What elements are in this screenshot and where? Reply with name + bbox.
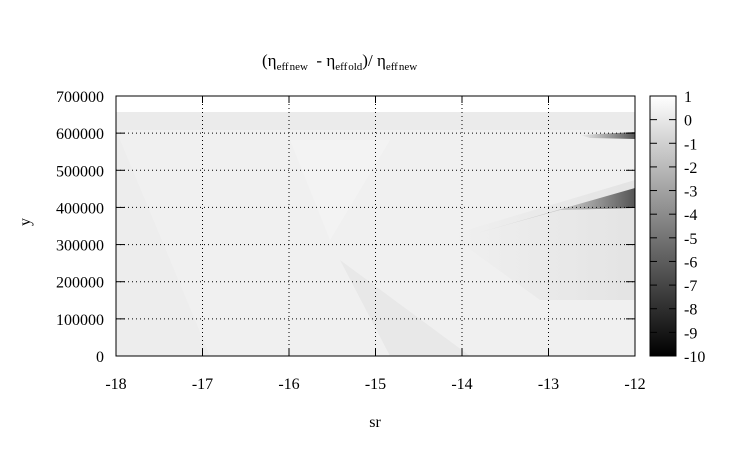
y-tick-label: 0 <box>96 349 104 366</box>
colorbar-tick-label: -4 <box>684 207 697 224</box>
colorbar-tick-label: -5 <box>684 231 697 248</box>
y-tick-label: 200000 <box>56 275 104 292</box>
y-tick-label: 700000 <box>56 89 104 106</box>
heatmap-shade-right <box>450 180 635 300</box>
x-tick-label: -18 <box>105 376 126 393</box>
x-tick-label: -12 <box>624 376 645 393</box>
colorbar-tick-label: -6 <box>684 254 697 271</box>
y-tick-label: 300000 <box>56 238 104 255</box>
chart-title: (ηeffnew - ηeffold)/ ηeffnew <box>262 51 417 73</box>
x-tick-label: -14 <box>451 376 472 393</box>
heatmap-shade-lower <box>340 260 470 356</box>
x-tick-label: -17 <box>192 376 213 393</box>
heatmap-shade-middle <box>290 140 390 240</box>
colorbar-tick-labels: 1 0 -1 -2 -3 -4 -5 -6 -7 -8 -9 -10 <box>684 89 705 366</box>
y-tick-label: 100000 <box>56 312 104 329</box>
heatmap-small-feature <box>580 132 635 139</box>
colorbar-tick-label: -1 <box>684 136 697 153</box>
colorbar-tick-label: -9 <box>684 325 697 342</box>
x-tick-label: -13 <box>538 376 559 393</box>
heatmap-shade-left <box>116 130 210 356</box>
colorbar <box>650 96 676 356</box>
colorbar-frame <box>649 95 677 357</box>
y-axis-label: y <box>17 218 34 226</box>
heatmap-dark-wedge <box>460 188 635 238</box>
colorbar-tick-label: 1 <box>684 89 692 106</box>
x-axis-label: sr <box>369 414 381 431</box>
x-tick-label: -15 <box>365 376 386 393</box>
y-tick-labels: 0 100000 200000 300000 400000 500000 600000 700… <box>56 89 104 366</box>
colorbar-tick-label: 0 <box>684 113 692 130</box>
y-tick-label: 400000 <box>56 200 104 217</box>
y-tick-label: 600000 <box>56 126 104 143</box>
colorbar-ticks <box>650 95 676 357</box>
colorbar-tick-label: -10 <box>684 349 705 366</box>
y-tick-label: 500000 <box>56 163 104 180</box>
grid-lines <box>116 96 635 356</box>
colorbar-tick-label: -3 <box>684 184 697 201</box>
x-tick-label: -16 <box>278 376 299 393</box>
colorbar-tick-label: -8 <box>684 302 697 319</box>
colorbar-tick-label: -2 <box>684 160 697 177</box>
plot-frame <box>115 95 636 357</box>
x-tick-labels: -18 -17 -16 -15 -14 -13 -12 <box>105 376 645 393</box>
colorbar-tick-label: -7 <box>684 278 697 295</box>
